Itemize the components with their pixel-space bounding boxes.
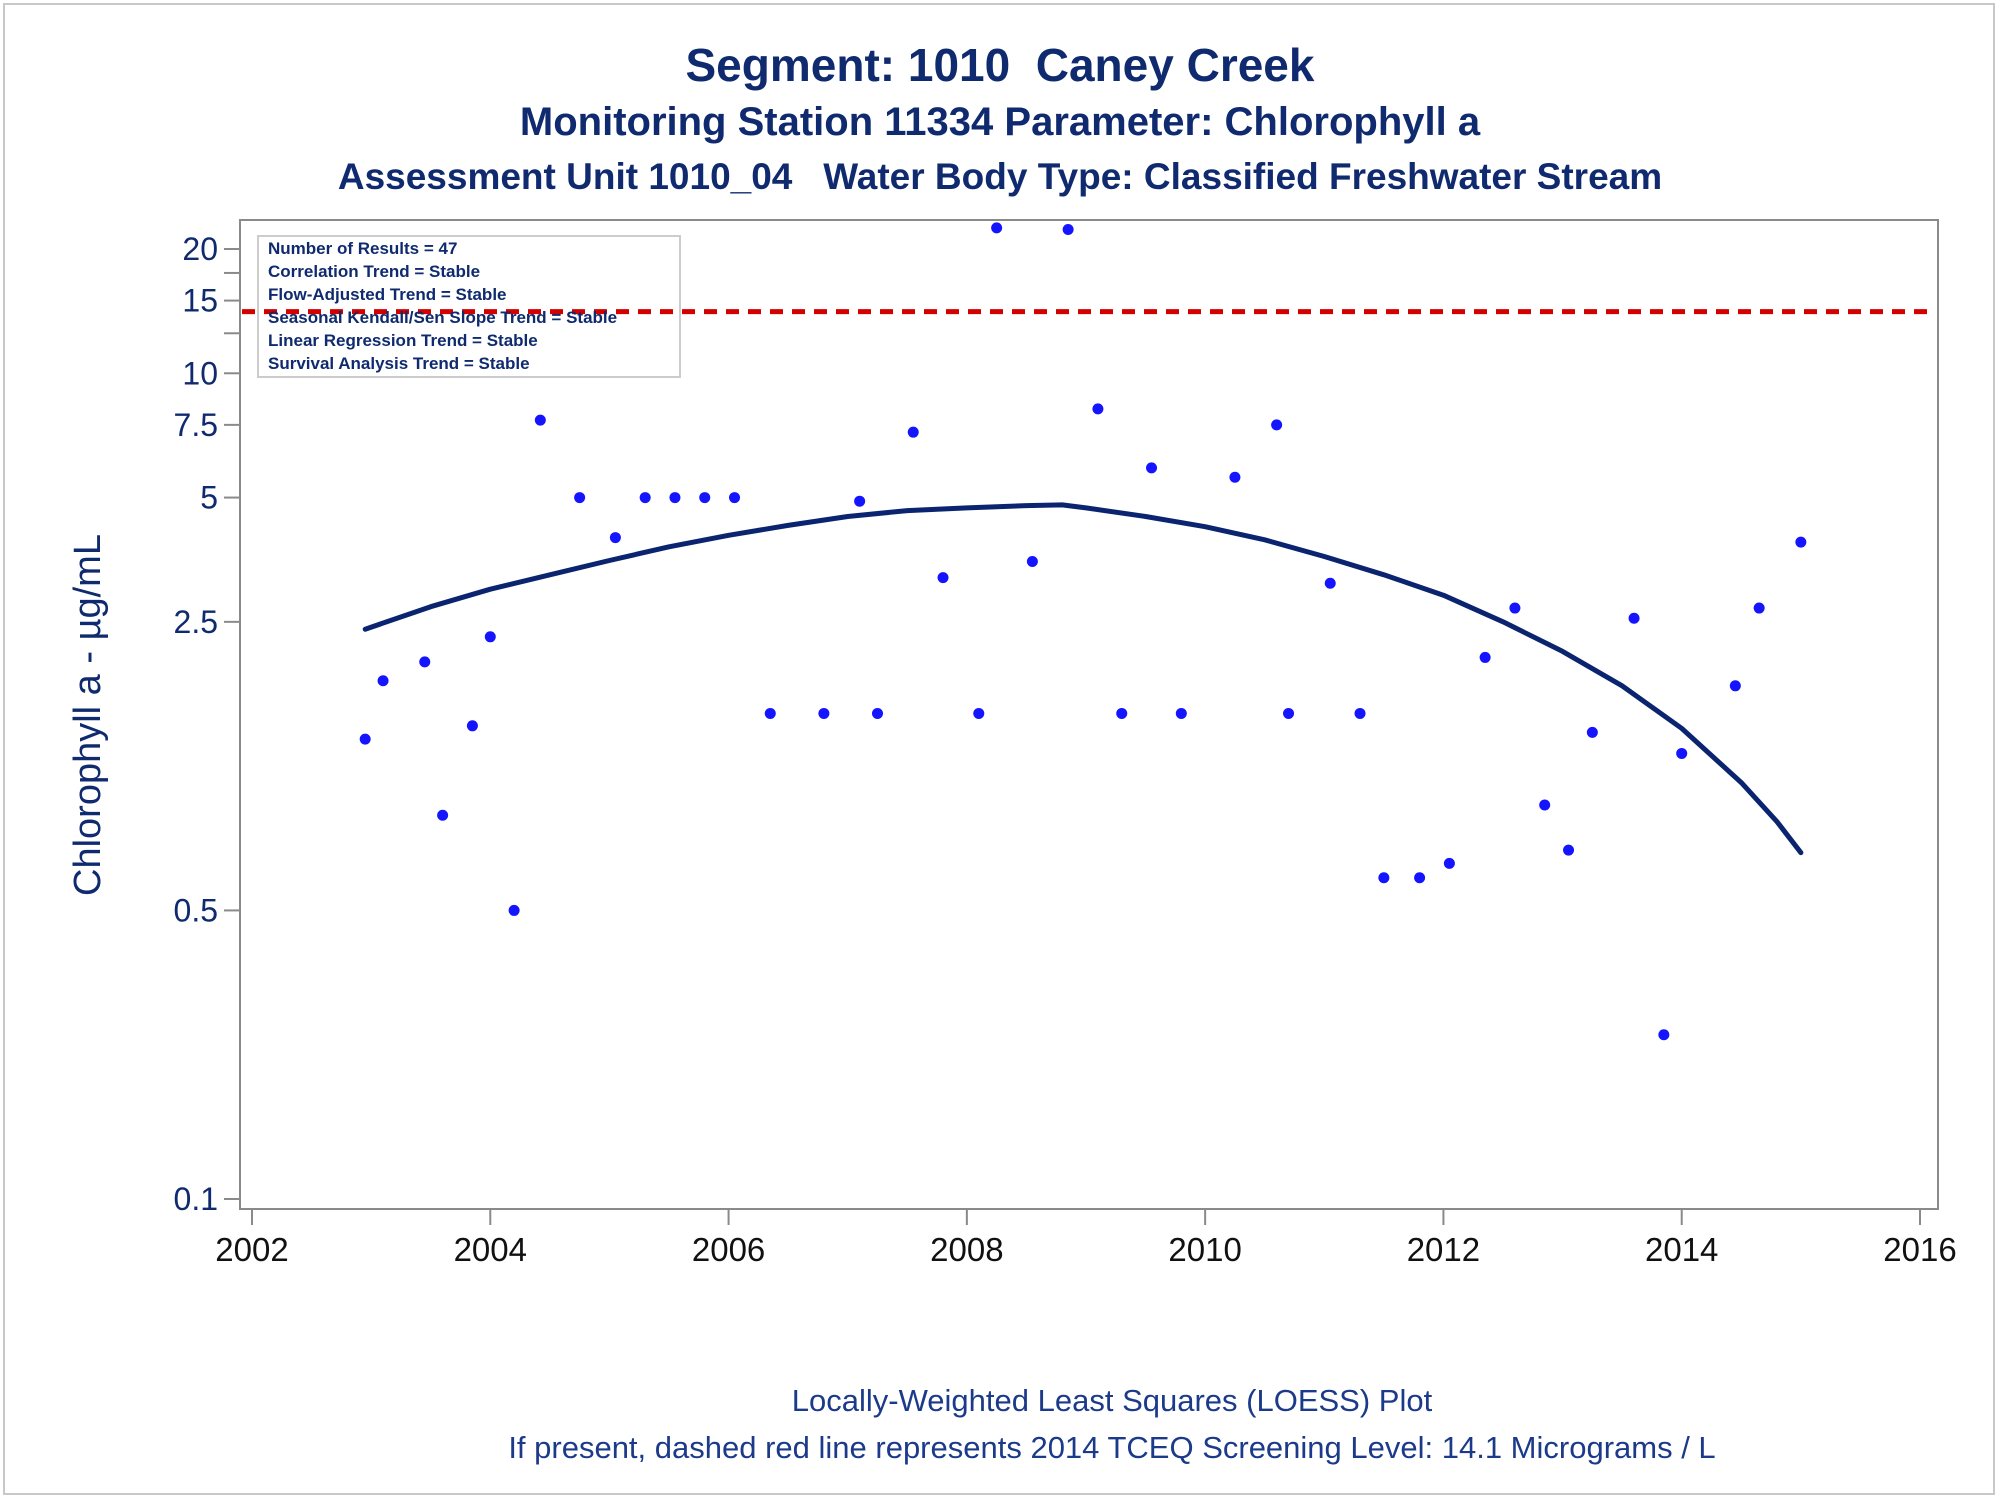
y-tick-label: 15 <box>182 283 218 319</box>
data-point <box>854 495 866 507</box>
data-point <box>1271 419 1283 431</box>
data-point <box>377 675 389 687</box>
chart-title: Segment: 1010 Caney Creek <box>685 39 1315 91</box>
data-point <box>1658 1029 1670 1041</box>
stats-box <box>257 235 681 378</box>
data-point <box>466 720 478 732</box>
stats-line: Correlation Trend = Stable <box>268 262 480 281</box>
chart-subtitle-station: Monitoring Station 11334 Parameter: Chlo… <box>519 100 1481 144</box>
chart-subtitle-assessment: Assessment Unit 1010_04 Water Body Type:… <box>337 156 1663 197</box>
data-point <box>484 631 496 643</box>
data-point <box>1628 612 1640 624</box>
data-point <box>1354 707 1366 719</box>
data-point <box>1753 602 1765 614</box>
x-tick-label: 2006 <box>692 1231 765 1268</box>
data-point <box>991 222 1003 234</box>
data-point <box>1146 462 1158 474</box>
data-point <box>1539 799 1551 811</box>
footer-screening-note: If present, dashed red line represents 2… <box>508 1430 1716 1465</box>
data-point <box>699 492 711 504</box>
data-point <box>1414 872 1426 884</box>
plot-area <box>239 219 1939 1210</box>
data-point <box>1443 857 1455 869</box>
data-point <box>1378 872 1390 884</box>
data-point <box>973 707 985 719</box>
data-point <box>907 426 919 438</box>
data-point <box>508 904 520 916</box>
data-point <box>1563 844 1575 856</box>
data-point <box>764 707 776 719</box>
data-point <box>419 656 431 668</box>
stats-line: Seasonal Kendall/Sen Slope Trend = Stabl… <box>268 308 617 327</box>
x-tick-label: 2002 <box>215 1231 288 1268</box>
y-tick-label: 10 <box>182 355 218 391</box>
x-tick-label: 2004 <box>454 1231 527 1268</box>
footer-loess-note: Locally-Weighted Least Squares (LOESS) P… <box>791 1383 1433 1418</box>
x-tick-label: 2016 <box>1883 1231 1956 1268</box>
x-tick-label: 2012 <box>1407 1231 1480 1268</box>
data-point <box>1116 707 1128 719</box>
data-point <box>1324 577 1336 589</box>
data-point <box>872 707 883 719</box>
data-point <box>1175 707 1187 719</box>
stats-line: Flow-Adjusted Trend = Stable <box>268 285 507 304</box>
data-point <box>937 572 949 584</box>
data-point <box>1062 223 1074 235</box>
data-point <box>669 492 681 504</box>
y-tick-label: 5 <box>200 480 218 516</box>
data-point <box>1586 726 1598 738</box>
data-point <box>1795 536 1807 548</box>
stats-line: Survival Analysis Trend = Stable <box>268 354 530 373</box>
data-point <box>359 733 371 745</box>
x-tick-label: 2008 <box>930 1231 1003 1268</box>
data-point <box>1676 747 1688 759</box>
y-tick-label: 20 <box>182 231 218 267</box>
data-point <box>1509 602 1521 614</box>
y-tick-label: 0.1 <box>174 1181 218 1217</box>
stats-line: Number of Results = 47 <box>268 239 457 258</box>
data-point <box>1229 471 1241 483</box>
data-point <box>1283 707 1295 719</box>
x-tick-label: 2014 <box>1645 1231 1718 1268</box>
data-point <box>534 414 546 426</box>
y-tick-label: 2.5 <box>174 604 218 640</box>
y-axis-label: Chlorophyll a - µg/mL <box>67 534 109 896</box>
data-point <box>818 707 830 719</box>
data-point <box>609 532 621 544</box>
loess-curve <box>362 502 1804 856</box>
y-tick-label: 7.5 <box>174 407 218 443</box>
x-tick-label: 2010 <box>1168 1231 1241 1268</box>
data-point <box>1092 403 1104 415</box>
y-tick-label: 0.5 <box>174 892 218 928</box>
data-point <box>639 492 651 504</box>
data-point <box>1479 651 1491 663</box>
data-point <box>1729 680 1741 692</box>
data-point <box>574 492 586 504</box>
data-point <box>1026 556 1038 568</box>
data-point <box>437 809 449 821</box>
stats-line: Linear Regression Trend = Stable <box>268 331 538 350</box>
data-point <box>729 492 741 504</box>
